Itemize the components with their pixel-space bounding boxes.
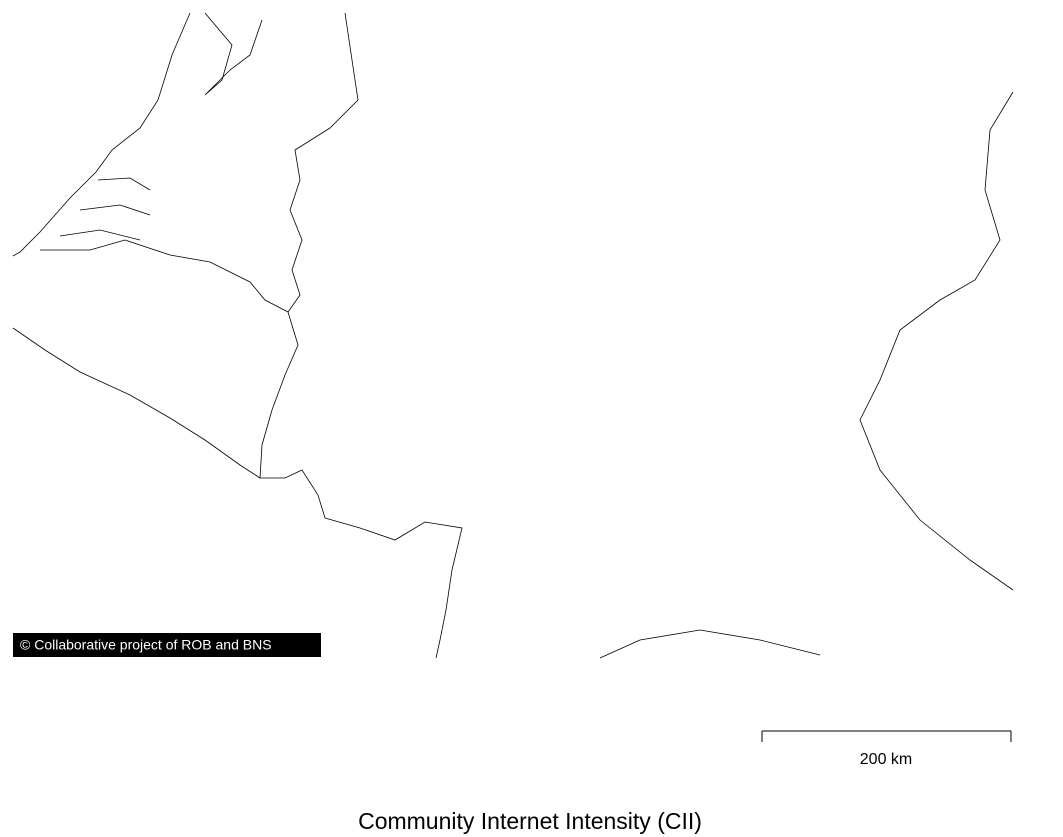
scale-bar	[761, 730, 1012, 742]
border	[12, 327, 261, 479]
legend-title: Community Internet Intensity (CII)	[358, 808, 702, 834]
credit-box	[13, 633, 321, 657]
scale-label: 200 km	[860, 751, 912, 768]
coastline	[204, 12, 263, 96]
border	[324, 517, 463, 659]
coastline	[59, 177, 151, 241]
border	[599, 629, 821, 659]
coastline	[12, 12, 191, 257]
coastlines-borders	[12, 12, 1014, 659]
border	[859, 91, 1014, 591]
border	[40, 239, 289, 313]
credit: © Collaborative project of ROB and BNS	[20, 637, 272, 653]
border	[259, 311, 326, 519]
border	[287, 12, 359, 313]
